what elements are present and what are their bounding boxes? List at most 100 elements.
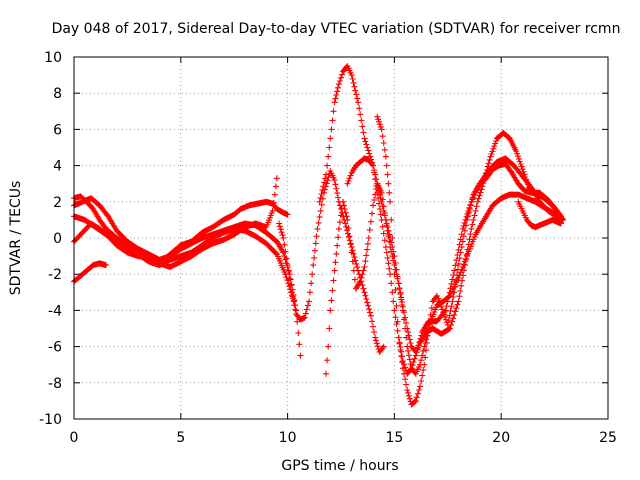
data-point xyxy=(515,150,517,152)
data-point xyxy=(363,137,366,140)
data-point xyxy=(374,336,376,339)
data-point xyxy=(393,309,396,312)
data-point xyxy=(92,208,95,210)
data-point xyxy=(342,70,344,73)
data-point xyxy=(346,182,349,185)
data-point xyxy=(517,201,520,203)
data-point xyxy=(538,224,541,227)
data-point xyxy=(105,228,107,230)
data-point xyxy=(442,300,445,303)
data-point xyxy=(333,101,336,104)
series-points xyxy=(344,130,564,355)
data-series-11 xyxy=(515,198,564,231)
data-point xyxy=(402,309,404,312)
data-point xyxy=(491,204,494,207)
data-point xyxy=(86,269,88,272)
data-point xyxy=(464,264,466,266)
data-point xyxy=(543,222,545,225)
data-point xyxy=(359,161,362,163)
data-point xyxy=(248,204,250,207)
data-point xyxy=(378,351,381,353)
data-point xyxy=(528,186,530,189)
data-point xyxy=(421,331,423,333)
data-point xyxy=(440,333,443,335)
data-point xyxy=(363,157,366,160)
data-point xyxy=(346,65,349,67)
data-point xyxy=(344,222,347,225)
data-point xyxy=(476,201,479,203)
data-point xyxy=(126,248,129,250)
y-tick-label: 0 xyxy=(53,231,62,247)
data-point xyxy=(367,237,370,239)
data-point xyxy=(355,164,357,167)
chart-title: Day 048 of 2017, Sidereal Day-to-day VTE… xyxy=(52,21,621,37)
data-point xyxy=(370,315,372,317)
data-point xyxy=(254,235,257,237)
data-point xyxy=(350,172,353,174)
y-tick-label: -4 xyxy=(48,303,62,319)
data-point xyxy=(489,155,492,158)
data-point xyxy=(376,115,379,118)
data-point xyxy=(276,240,278,243)
data-point xyxy=(406,389,409,391)
data-point xyxy=(444,309,447,312)
data-point xyxy=(282,211,285,214)
data-point xyxy=(276,208,278,210)
data-point xyxy=(212,242,214,245)
data-point xyxy=(81,231,84,234)
data-point xyxy=(389,273,391,276)
data-point xyxy=(201,231,203,234)
y-axis-label: SDTVAR / TECUs xyxy=(8,181,24,296)
data-point xyxy=(265,242,268,245)
data-point xyxy=(397,282,400,285)
data-point xyxy=(338,83,340,85)
data-point xyxy=(496,137,498,140)
data-point xyxy=(233,213,235,216)
data-point xyxy=(329,170,332,172)
series-points xyxy=(323,180,564,377)
data-point xyxy=(472,193,475,196)
data-point xyxy=(498,164,500,167)
data-point xyxy=(299,318,302,321)
data-point xyxy=(350,74,353,76)
data-point xyxy=(299,354,302,357)
data-point xyxy=(432,300,434,303)
data-point xyxy=(447,324,449,326)
data-point xyxy=(115,237,118,239)
data-point xyxy=(470,228,473,230)
data-point xyxy=(180,248,182,250)
data-point xyxy=(318,201,321,203)
data-point xyxy=(382,345,385,348)
data-point xyxy=(158,258,161,261)
data-point xyxy=(414,351,417,353)
data-point xyxy=(402,305,404,308)
data-series xyxy=(71,63,567,408)
data-point xyxy=(526,197,528,199)
axis-ticks: 0 5 10 15 20 25 -10 -8 -6 -4 -2 0 2 4 6 8 10 xyxy=(39,50,617,446)
data-point xyxy=(98,262,101,265)
data-point xyxy=(190,255,193,257)
data-point xyxy=(406,345,409,348)
data-point xyxy=(329,309,332,312)
data-point xyxy=(423,345,426,348)
data-point xyxy=(357,269,359,272)
data-point xyxy=(244,226,246,228)
data-point xyxy=(560,222,562,225)
data-point xyxy=(508,193,511,196)
data-point xyxy=(115,244,118,247)
data-point xyxy=(98,228,101,230)
data-point xyxy=(276,253,278,256)
data-point xyxy=(547,199,549,201)
data-point xyxy=(323,191,325,194)
data-point xyxy=(357,101,359,104)
data-point xyxy=(338,228,340,230)
y-tick-label: -10 xyxy=(39,412,62,428)
data-point xyxy=(363,291,366,294)
data-point xyxy=(308,300,310,303)
data-point xyxy=(137,248,139,250)
data-point xyxy=(367,159,370,161)
y-tick-label: -2 xyxy=(48,267,62,283)
data-point xyxy=(329,137,332,140)
data-point xyxy=(485,177,488,180)
